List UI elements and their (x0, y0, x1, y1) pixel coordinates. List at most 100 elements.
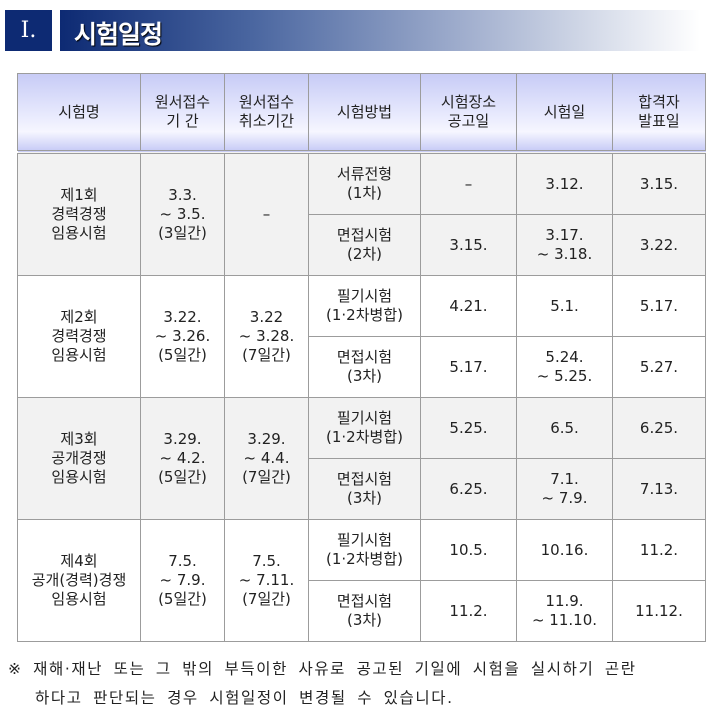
exam-method-cell: 면접시험 (3차) (308, 336, 421, 398)
cell-text: 제1회 (60, 186, 98, 204)
cell-text: 3.12. (545, 174, 584, 193)
cell-text: 제3회 (60, 430, 98, 448)
header-exam-name: 시험명 (17, 73, 141, 154)
header-apply-period: 원서접수 기 간 (140, 73, 225, 154)
table-row: 면접시험 (3차) 11.2. 11.9. ~ 11.10. 11.12. (18, 580, 706, 642)
table-row: 제2회 경력경쟁 임용시험 3.22. ~ 3.26. (5일간) 3.22 ~ 3.28.(… (17, 275, 706, 398)
cell-text: 공개경쟁 (51, 449, 107, 467)
cell-text: 3.15. (449, 235, 488, 254)
cancel-period-cell: 3.29. ~ 4.4. (7일간) (224, 397, 309, 520)
exam-name-cell: 제3회 공개경쟁 임용시험 (17, 397, 141, 520)
cell-text: 3.22. (639, 235, 679, 254)
cell-text: 경력경쟁 (51, 327, 107, 345)
result-date-cell: 7.13. (612, 458, 706, 520)
cell-text: (3일간) (158, 224, 207, 242)
cancel-period-cell: 3.22 ~ 3.28. (7일간) (224, 275, 309, 398)
cell-text: 7.5. (168, 552, 197, 570)
result-date-cell: 11.2. (612, 519, 706, 581)
exam-method-cell: 면접시험 (3차) (308, 580, 421, 642)
result-date-cell: 11.12. (612, 580, 706, 642)
cell-text: 면접시험 (336, 348, 393, 366)
cell-text: 면접시험 (336, 226, 393, 244)
cell-text: 5.17. (639, 296, 679, 315)
exam-date-cell: 5.24. ~ 5.25. (516, 336, 613, 398)
cell-text: (1·2차병합) (326, 550, 403, 568)
cell-text: 경력경쟁 (51, 205, 107, 223)
apply-period-cell: 3.22. ~ 3.26. (5일간) (140, 275, 225, 398)
cell-text: (7일간) (242, 346, 291, 364)
cell-text: ~ 3.28. (238, 327, 295, 345)
cell-text: 3.29. (163, 430, 202, 448)
cell-text: 7.5. (252, 552, 281, 570)
venue-notice-cell: 11.2. (420, 580, 517, 642)
cell-text: 합격자 (638, 93, 680, 111)
venue-notice-cell: 4.21. (420, 275, 517, 337)
cell-text: 시험방법 (336, 102, 393, 121)
section-number: Ⅰ. (5, 10, 52, 51)
exam-method-cell: 면접시험 (2차) (308, 214, 421, 276)
cell-text: ~ 3.26. (154, 327, 211, 345)
table-row: 면접시험 (2차) 3.15. 3.17. ~ 3.18. 3.22. (18, 214, 706, 276)
cell-text: 원서접수 (238, 93, 295, 111)
cell-text: 공개(경력)경쟁 (31, 571, 127, 589)
cell-text: ~ 4.2. (159, 449, 206, 467)
cell-text: ~ 11.10. (531, 611, 598, 629)
cell-text: 필기시험 (336, 409, 393, 427)
exam-name-cell: 제1회 경력경쟁 임용시험 (17, 151, 141, 276)
notice-text: ※ 재해·재난 또는 그 밖의 부득이한 사유로 공고된 기일에 시험을 실시하… (8, 655, 637, 713)
exam-date-cell: 3.12. (516, 151, 613, 215)
table-row: 면접시험 (3차) 5.17. 5.24. ~ 5.25. 5.27. (18, 336, 706, 398)
header-exam-date: 시험일 (516, 73, 613, 154)
cell-text: 제4회 (60, 552, 98, 570)
cell-text: 3.22. (163, 308, 202, 326)
cell-text: 5.27. (639, 357, 679, 376)
exam-method-cell: 서류전형 (1차) (308, 151, 421, 215)
cell-text: 6.25. (449, 479, 488, 498)
cell-text: 발표일 (638, 112, 680, 130)
exam-date-cell: 11.9. ~ 11.10. (516, 580, 613, 642)
cell-text: 11.12. (635, 601, 683, 620)
header-exam-method: 시험방법 (308, 73, 421, 154)
cell-text: 임용시험 (51, 468, 107, 486)
cell-text: 임용시험 (51, 590, 107, 608)
cell-text: – (464, 174, 473, 193)
cell-text: 3.17. (545, 226, 584, 244)
cell-text: – (262, 205, 271, 223)
result-date-cell: 5.17. (612, 275, 706, 337)
cell-text: 임용시험 (51, 224, 107, 242)
cell-text: ~ 5.25. (536, 367, 593, 385)
cell-text: (3차) (346, 489, 383, 507)
cell-text: 3.3. (168, 186, 197, 204)
cell-text: 7.1. (550, 470, 579, 488)
cell-text: 면접시험 (336, 592, 393, 610)
cell-text: (2차) (346, 245, 383, 263)
result-date-cell: 3.15. (612, 151, 706, 215)
cell-text: (7일간) (242, 468, 291, 486)
cell-text: 3.15. (639, 174, 679, 193)
notice-line-1: ※ 재해·재난 또는 그 밖의 부득이한 사유로 공고된 기일에 시험을 실시하… (8, 660, 637, 678)
exam-method-cell: 필기시험 (1·2차병합) (308, 275, 421, 337)
cell-text: 10.16. (540, 540, 589, 559)
result-date-cell: 6.25. (612, 397, 706, 459)
cell-text: ~ 3.18. (536, 245, 593, 263)
cell-text: 취소기간 (238, 112, 295, 130)
table-row: 제1회 경력경쟁 임용시험 3.3. ~ 3.5. (3일간) – 서류전형 (1차) –3.12… (17, 151, 706, 276)
cell-text: 원서접수 (154, 93, 211, 111)
cell-text: 6.25. (639, 418, 679, 437)
exam-method-cell: 면접시험 (3차) (308, 458, 421, 520)
cell-text: (5일간) (158, 346, 207, 364)
cell-text: (5일간) (158, 468, 207, 486)
header-result-date: 합격자 발표일 (612, 73, 706, 154)
cell-text: 시험장소 (440, 93, 497, 111)
exam-date-cell: 3.17. ~ 3.18. (516, 214, 613, 276)
venue-notice-cell: 3.15. (420, 214, 517, 276)
cancel-period-cell: – (224, 151, 309, 276)
apply-period-cell: 7.5. ~ 7.9. (5일간) (140, 519, 225, 642)
cell-text: 제2회 (60, 308, 98, 326)
cell-text: (1·2차병합) (326, 428, 403, 446)
result-date-cell: 5.27. (612, 336, 706, 398)
cell-text: 필기시험 (336, 531, 393, 549)
cell-text: 면접시험 (336, 470, 393, 488)
table-row: 제4회 공개(경력)경쟁 임용시험 7.5. ~ 7.9. (5일간) 7.5. ~ 7.11… (17, 519, 706, 642)
cell-text: (5일간) (158, 590, 207, 608)
